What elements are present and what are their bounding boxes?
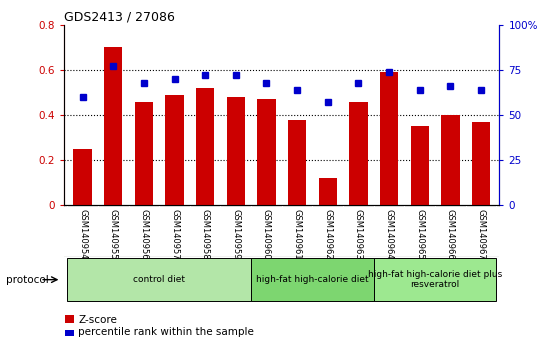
Text: GSM140955: GSM140955 — [109, 210, 118, 260]
Bar — [73, 149, 92, 205]
Text: high-fat high-calorie diet: high-fat high-calorie diet — [256, 275, 369, 284]
Text: GSM140954: GSM140954 — [78, 210, 87, 260]
Text: Z-score: Z-score — [78, 315, 117, 325]
Text: control diet: control diet — [133, 275, 185, 284]
Text: GSM140956: GSM140956 — [140, 210, 148, 260]
Text: GSM140967: GSM140967 — [477, 210, 485, 260]
Bar — [472, 122, 490, 205]
Bar — [411, 126, 429, 205]
Text: GSM140962: GSM140962 — [323, 210, 332, 260]
Text: protocol: protocol — [6, 275, 49, 285]
Text: GSM140957: GSM140957 — [170, 210, 179, 260]
Bar — [251, 258, 374, 301]
Bar — [319, 178, 337, 205]
Bar — [257, 99, 276, 205]
Bar — [441, 115, 460, 205]
Bar — [134, 102, 153, 205]
Bar — [227, 97, 245, 205]
Bar — [380, 72, 398, 205]
Bar — [165, 95, 184, 205]
Bar — [67, 258, 251, 301]
Text: GSM140965: GSM140965 — [415, 210, 424, 260]
Text: GSM140958: GSM140958 — [201, 210, 210, 260]
Text: GSM140961: GSM140961 — [292, 210, 302, 260]
Text: GSM140963: GSM140963 — [354, 210, 363, 260]
Text: high-fat high-calorie diet plus
resveratrol: high-fat high-calorie diet plus resverat… — [368, 270, 502, 289]
Bar — [288, 120, 306, 205]
Text: GSM140960: GSM140960 — [262, 210, 271, 260]
Text: percentile rank within the sample: percentile rank within the sample — [78, 327, 254, 337]
Bar — [349, 102, 368, 205]
Bar — [374, 258, 497, 301]
Bar — [196, 88, 214, 205]
Text: GSM140964: GSM140964 — [384, 210, 393, 260]
Text: GSM140966: GSM140966 — [446, 210, 455, 260]
Text: GSM140959: GSM140959 — [232, 210, 240, 260]
Bar — [104, 47, 122, 205]
Text: GDS2413 / 27086: GDS2413 / 27086 — [64, 11, 175, 24]
